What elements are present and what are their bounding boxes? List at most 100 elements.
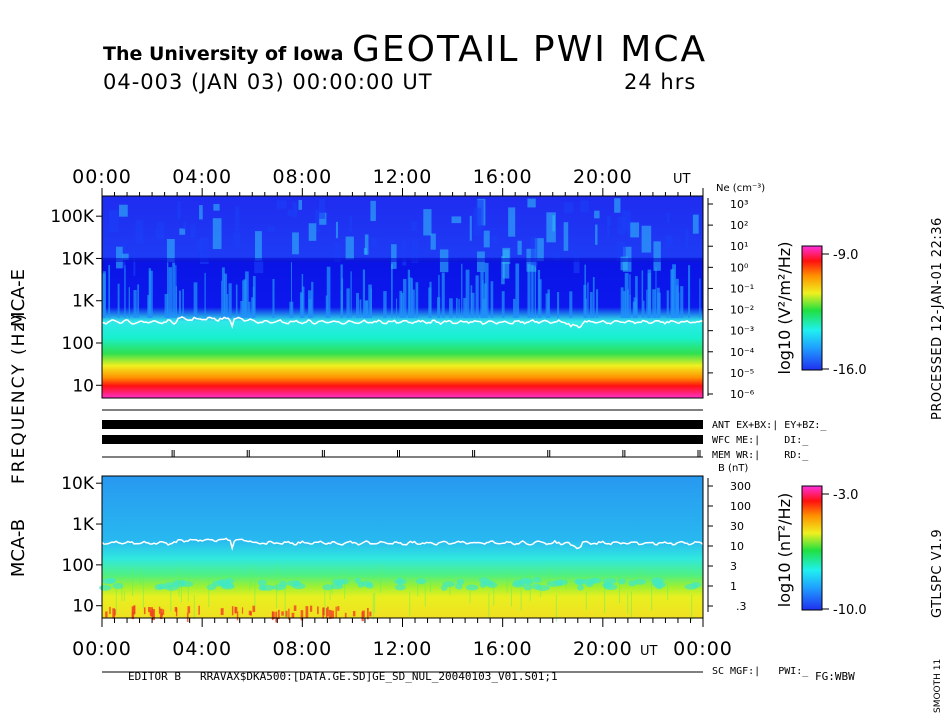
mca-e-patch <box>527 198 536 208</box>
mca-e-spike <box>641 270 644 318</box>
mca-b-green <box>142 579 144 609</box>
mca-e-spike <box>635 276 638 318</box>
mca-e-spike <box>182 288 184 318</box>
mca-b-green <box>651 582 653 611</box>
mca-e-spike <box>465 269 470 318</box>
mca-b-green <box>548 567 550 584</box>
mca-b-dot <box>651 579 664 586</box>
mca-e-band <box>102 258 703 262</box>
mca-b-red <box>285 610 288 617</box>
mca-e-patch <box>594 210 600 219</box>
mca-b-dot <box>465 584 479 591</box>
mca-b-dot <box>293 580 301 587</box>
bottom-tick-label: 00:00 <box>673 638 733 660</box>
mca-e-patch <box>314 210 320 233</box>
mca-e-spike <box>252 286 255 318</box>
mca-b-red <box>131 611 135 620</box>
bottom-tick-label: 20:00 <box>573 638 633 660</box>
mca-b-green <box>424 586 426 607</box>
right-axes: 10³ 10² 10¹ 10⁰ 10⁻¹ 10⁻² 10⁻³ 10⁻⁴ 10⁻⁵ 10⁻⁶ 300 1… <box>707 198 755 613</box>
mca-e-panel <box>101 195 704 399</box>
mca-e-spike <box>290 262 292 318</box>
mca-e-cbar-max: -9.0 <box>833 248 858 263</box>
mca-b-green <box>249 578 251 590</box>
mca-b-dot <box>478 577 490 584</box>
mca-e-spike <box>248 301 251 318</box>
mca-b-green <box>344 569 346 599</box>
mca-b-red <box>317 606 319 615</box>
mca-b-green <box>430 579 432 593</box>
mca-e-patch <box>552 249 561 261</box>
mca-e-patch <box>199 205 203 220</box>
top-tick-label: 04:00 <box>172 166 232 188</box>
mca-e-patch <box>179 228 186 235</box>
mca-b-dot <box>455 583 463 590</box>
version-stamp: GTLSPC V1.9 <box>930 529 945 618</box>
processed-stamp: PROCESSED 12-JAN-01 22:36 <box>930 217 945 420</box>
mca-b-green <box>193 594 195 620</box>
wfc-status: WFC ME:| DI:_ <box>712 435 809 446</box>
mca-b-dot <box>164 584 179 591</box>
mca-e-colorbar <box>801 245 823 371</box>
mca-e-patch <box>235 206 240 232</box>
mca-e-y-tick-label: 100 <box>62 334 94 354</box>
mca-e-patch <box>411 239 419 263</box>
mca-e-patch <box>402 240 407 266</box>
mca-e-patch <box>197 240 203 254</box>
mca-b-dot <box>179 579 186 586</box>
mca-e-spike <box>415 282 419 318</box>
ne-axis-label: Ne (cm⁻³) <box>716 183 765 194</box>
mca-e-spike <box>133 290 137 318</box>
mca-e-spike <box>633 301 638 318</box>
mca-e-patch <box>292 232 299 255</box>
mca-e-patch <box>517 240 522 255</box>
mca-b-red <box>369 611 372 617</box>
mca-e-patch <box>530 236 538 266</box>
mca-b-cbar-max: -3.0 <box>833 488 858 503</box>
mca-b-red <box>288 608 290 620</box>
mca-e-patch <box>430 233 436 250</box>
mca-b-green <box>187 577 189 602</box>
mca-b-red <box>175 607 178 617</box>
mca-b-panel <box>99 475 704 623</box>
mca-b-texture <box>99 565 702 623</box>
mca-e-spike <box>589 292 593 318</box>
mca-e-patch <box>135 219 144 244</box>
mca-b-green <box>140 568 142 585</box>
mca-e-spike <box>545 293 550 318</box>
mca-e-spike <box>325 295 328 318</box>
ant-status: ANT EX+BX:| EY+BZ:_ <box>712 420 827 431</box>
mca-b-red <box>352 610 356 617</box>
mca-b-red <box>241 607 244 614</box>
mca-e-patch <box>133 248 136 276</box>
b-tick-label: 1 <box>730 580 737 593</box>
mca-e-patch <box>371 237 378 247</box>
mca-b-dot <box>211 580 223 587</box>
mca-b-green <box>254 581 256 607</box>
mca-b-red <box>335 606 337 619</box>
mca-e-spike <box>137 284 140 318</box>
mca-e-cbar-label: log10 (V²/m²/Hz) <box>775 242 794 375</box>
mca-b-red <box>112 608 115 619</box>
mca-e-spike <box>272 278 275 318</box>
mca-e-spike <box>622 291 627 318</box>
bottom-tick-label: 04:00 <box>172 638 232 660</box>
bottom-tick-label: 12:00 <box>373 638 433 660</box>
mca-b-green <box>324 587 326 615</box>
mca-e-patch <box>166 238 175 262</box>
bottom-tick-label: 16:00 <box>473 638 533 660</box>
bottom-tick-label: 00:00 <box>72 638 132 660</box>
mca-b-dot <box>512 579 525 586</box>
bottom-time-axis: 00:00 04:00 08:00 12:00 16:00 20:00 00:00 <box>72 618 733 660</box>
mca-b-colorbar <box>801 485 823 611</box>
mca-b-green <box>540 574 542 598</box>
ne-tick-label: 10⁻⁶ <box>730 388 755 401</box>
mca-e-patch <box>423 209 432 236</box>
main-title: GEOTAIL PWI MCA <box>352 29 707 70</box>
top-time-axis: 00:00 04:00 08:00 12:00 16:00 20:00 <box>72 166 704 196</box>
mca-e-spike <box>240 300 244 318</box>
sc-status: SC MGF:| PWI:_ <box>712 666 809 677</box>
mca-e-spike <box>350 271 352 318</box>
mca-b-red <box>231 606 234 616</box>
mca-b-dot <box>354 577 361 584</box>
